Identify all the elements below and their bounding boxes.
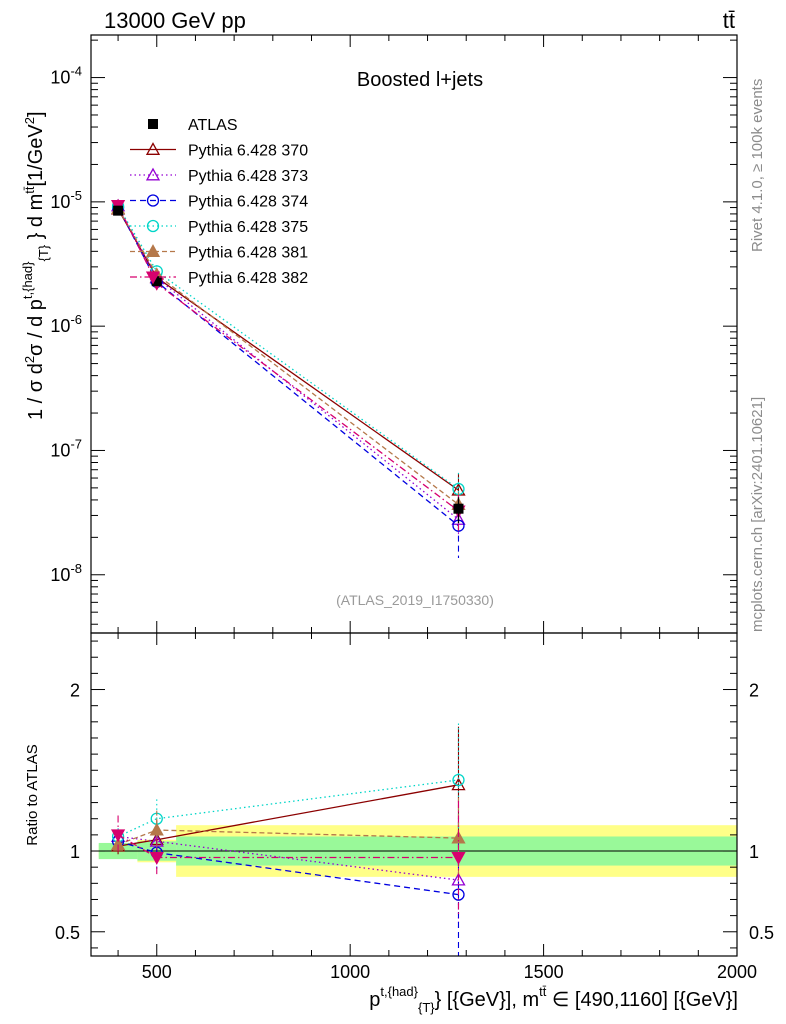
ratio-point-5-2 [451, 852, 466, 865]
rivet-version-label: Rivet 4.1.0, ≥ 100k events [749, 79, 766, 252]
legend-marker-5 [145, 271, 161, 285]
legend-label-data: ATLAS [188, 117, 238, 134]
ratio-bands [91, 825, 737, 877]
mcplots-label: mcplots.cern.ch [arXiv:2401.10621] [749, 397, 766, 632]
x-axis-label: pt,{had}{T}} [{GeV}], mtt̄ ∈ [490,1160] … [369, 984, 738, 1015]
ratio-point-4-2 [451, 830, 466, 844]
x-tick-label-500: 500 [142, 962, 172, 982]
ratio-tick-label-right-1: 1 [749, 842, 759, 862]
legend-marker-0 [145, 142, 161, 155]
legend-label-0: Pythia 6.428 370 [188, 143, 308, 160]
y-tick-label-2: 10-6 [50, 312, 82, 336]
y-tick-label-4: 10-4 [50, 64, 82, 88]
analysis-id-label: (ATLAS_2019_I1750330) [336, 592, 494, 608]
x-tick-label-1000: 1000 [330, 962, 370, 982]
ratio-y-axis-label: Ratio to ATLAS [24, 744, 41, 845]
legend-label-2: Pythia 6.428 374 [188, 194, 308, 211]
legend-marker-3 [146, 219, 160, 233]
svg-text:pt,{had}{T}} [{GeV}], mtt̄ ∈ [: pt,{had}{T}} [{GeV}], mtt̄ ∈ [490,1160] … [369, 984, 738, 1015]
legend-marker-2 [146, 194, 160, 207]
y-tick-label-0: 10-8 [50, 561, 82, 585]
ratio-point-5-0 [110, 829, 126, 843]
ratio-tick-label-right-2: 2 [749, 681, 759, 701]
energy-label: 13000 GeV pp [104, 8, 246, 33]
main-series-layer [110, 198, 466, 558]
ratio-frame-box [90, 632, 738, 957]
process-label: tt̄ [723, 8, 735, 33]
legend-label-4: Pythia 6.428 381 [188, 245, 308, 262]
ratio-line-3 [117, 779, 459, 838]
legend-label-5: Pythia 6.428 382 [188, 270, 308, 287]
legend-marker-1 [145, 167, 161, 181]
data-point-2 [453, 503, 464, 514]
ratio-axes: 500 1000 1500 2000 0.5 0.5 1 1 2 2 [55, 632, 774, 982]
ratio-point-5-1 [149, 852, 164, 865]
svg-text:1 / σ d2σ / d pt,{had}{T} } d: 1 / σ d2σ / d pt,{had}{T} } d mtt̄[1/GeV… [20, 111, 51, 420]
ratio-point-4-1 [149, 822, 164, 836]
legend-label-1: Pythia 6.428 373 [188, 168, 308, 185]
ratio-series-layer [110, 723, 466, 956]
x-tick-label-2000: 2000 [717, 962, 757, 982]
legend: ATLAS Pythia 6.428 370 Pythia 6.428 373 Pyt… [130, 117, 308, 287]
chart-title: Boosted l+jets [357, 69, 483, 91]
y-tick-label-1: 10-7 [50, 436, 82, 460]
series-line-5 [117, 205, 459, 512]
ratio-tick-label-left-0.5: 0.5 [55, 923, 80, 943]
legend-marker-data [148, 119, 158, 129]
ratio-tick-label-left-2: 2 [70, 681, 80, 701]
x-tick-label-1500: 1500 [524, 962, 564, 982]
ratio-tick-label-right-0.5: 0.5 [749, 923, 774, 943]
legend-marker-4 [145, 244, 161, 257]
y-tick-label-3: 10-5 [50, 188, 82, 212]
data-point-1 [151, 276, 162, 287]
legend-label-3: Pythia 6.428 375 [188, 219, 308, 236]
y-axis-label: 1 / σ d2σ / d pt,{had}{T} } d mtt̄[1/GeV… [20, 111, 51, 420]
ratio-tick-label-left-1: 1 [70, 842, 80, 862]
main-axes: 10-8 10-7 10-6 10-5 10-4 [50, 34, 738, 634]
data-point-0 [113, 205, 124, 216]
ratio-point-3-2 [452, 773, 465, 787]
